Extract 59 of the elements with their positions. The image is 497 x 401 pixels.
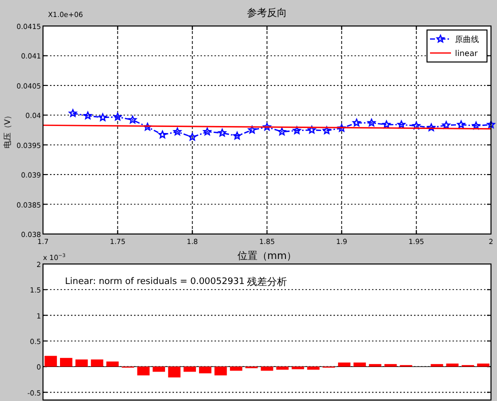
point — [382, 120, 390, 128]
bar — [152, 366, 166, 372]
bar — [292, 366, 304, 370]
bar — [307, 366, 320, 370]
point — [442, 121, 450, 129]
legend-label: 原曲线 — [455, 35, 479, 44]
bar — [60, 358, 72, 367]
bar — [75, 359, 88, 367]
bar — [354, 362, 366, 367]
text: 残差分析 — [247, 276, 287, 288]
annotation: Linear: norm of residuals = 0.00052931 — [65, 277, 245, 287]
point — [352, 118, 361, 126]
y-axis-title: 电压（V） — [3, 111, 12, 149]
bar — [430, 364, 444, 367]
bar — [106, 362, 119, 367]
bar — [446, 364, 459, 367]
legend-label: linear — [455, 49, 478, 58]
point — [397, 120, 406, 128]
point — [128, 116, 137, 124]
point — [427, 123, 436, 132]
bar — [214, 366, 227, 376]
point — [368, 118, 376, 126]
point — [203, 128, 212, 136]
point — [144, 122, 152, 131]
x-axis-title: 位置（mm） — [237, 250, 297, 262]
bar — [338, 362, 350, 367]
point — [173, 128, 182, 136]
bar — [44, 356, 57, 367]
point — [322, 126, 331, 134]
bar — [276, 366, 289, 370]
bar — [199, 366, 212, 374]
point — [114, 112, 122, 120]
bar — [137, 366, 150, 376]
point — [412, 122, 420, 130]
point — [98, 113, 107, 122]
point — [338, 124, 346, 132]
point — [218, 128, 226, 136]
point — [486, 120, 496, 128]
point — [68, 109, 77, 117]
bar — [260, 366, 274, 371]
bar — [477, 364, 490, 367]
point — [233, 132, 242, 140]
point — [262, 122, 272, 131]
bar — [368, 364, 382, 367]
point — [158, 130, 166, 138]
bar — [230, 366, 242, 371]
point — [308, 126, 316, 134]
bar — [184, 366, 196, 372]
point — [248, 126, 256, 134]
point — [84, 112, 92, 120]
point — [278, 128, 286, 136]
bar — [384, 364, 397, 367]
bar — [90, 359, 104, 367]
chart-title: 参考反向 — [247, 7, 287, 19]
point — [292, 126, 301, 134]
point — [472, 122, 480, 130]
point — [188, 132, 196, 141]
bar — [168, 366, 180, 378]
point — [457, 120, 466, 128]
